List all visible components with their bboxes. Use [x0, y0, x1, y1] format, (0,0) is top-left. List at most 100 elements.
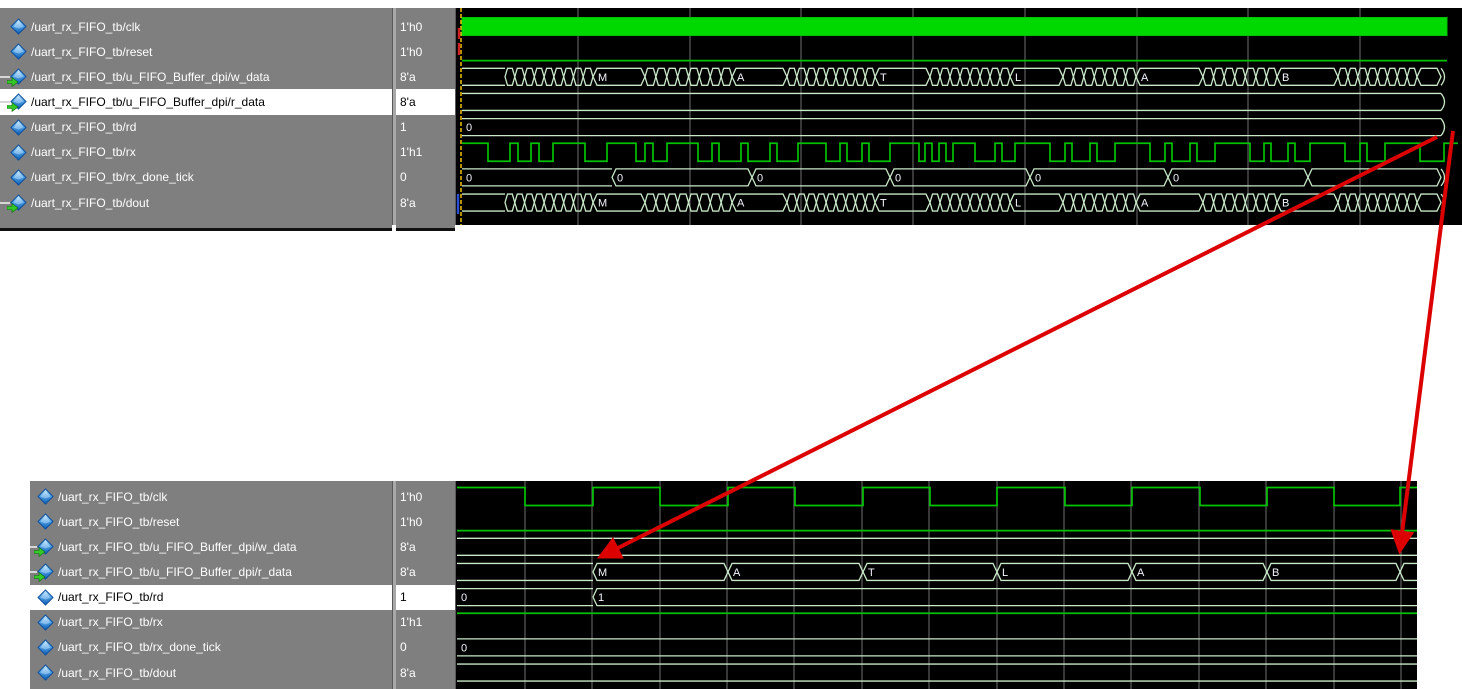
svg-text:0: 0 — [757, 172, 763, 184]
signal-value-cell[interactable]: 1 — [396, 584, 455, 610]
signal-value-cell[interactable]: 1'h0 — [396, 484, 455, 509]
signal-value-cell[interactable]: 8'a — [396, 559, 455, 584]
signal-name: /uart_rx_FIFO_tb/u_FIFO_Buffer_dpi/w_dat… — [58, 539, 297, 554]
signal-name: /uart_rx_FIFO_tb/reset — [58, 514, 180, 529]
tree-connector — [0, 100, 10, 103]
signal-row[interactable]: /uart_rx_FIFO_tb/u_FIFO_Buffer_dpi/w_dat… — [30, 534, 392, 559]
svg-text:L: L — [1002, 567, 1008, 579]
signal-value: 8'a — [400, 94, 416, 109]
signal-name: /uart_rx_FIFO_tb/rx — [31, 145, 136, 160]
signal-value: 1 — [400, 120, 407, 135]
signal-value-cell[interactable]: 1 — [396, 115, 455, 140]
signal-name: /uart_rx_FIFO_tb/rx_done_tick — [31, 170, 194, 185]
waveform-canvas-bottom[interactable]: M A T L A B 0 1 0 — [456, 481, 1417, 689]
signal-row[interactable]: /uart_rx_FIFO_tb/reset — [0, 39, 392, 64]
signal-row[interactable]: /uart_rx_FIFO_tb/rx_done_tick — [30, 635, 392, 660]
signal-diamond-icon — [37, 588, 54, 606]
svg-text:L: L — [1015, 198, 1021, 210]
signal-name: /uart_rx_FIFO_tb/u_FIFO_Buffer_dpi/r_dat… — [58, 564, 292, 579]
signal-row[interactable]: /uart_rx_FIFO_tb/rd — [0, 115, 392, 140]
signal-value-cell[interactable]: 0 — [396, 165, 455, 190]
signal-value-column: 1'h0 1'h0 8'a 8'a 1 1'h1 0 8'a — [396, 8, 455, 231]
signal-value-cell[interactable]: 1'h0 — [396, 509, 455, 534]
svg-text:B: B — [1282, 72, 1289, 84]
signal-diamond-icon — [7, 68, 27, 88]
signal-diamond-icon — [37, 614, 54, 631]
signal-diamond-icon — [37, 488, 54, 505]
signal-value-cell[interactable]: 1'h0 — [396, 39, 455, 64]
signal-name: /uart_rx_FIFO_tb/rx — [58, 615, 163, 630]
svg-text:B: B — [1282, 198, 1289, 210]
svg-text:L: L — [1015, 72, 1021, 84]
signal-value: 0 — [400, 170, 407, 185]
svg-text:0: 0 — [461, 592, 467, 604]
signal-name-column: /uart_rx_FIFO_tb/clk/uart_rx_FIFO_tb/res… — [30, 481, 392, 689]
io-direction-arrow-icon — [7, 77, 19, 88]
wave-panel-bottom: /uart_rx_FIFO_tb/clk/uart_rx_FIFO_tb/res… — [0, 481, 1462, 689]
waveform-canvas-top[interactable]: M A T L A B 0 0 0 0 0 0 0 M A T L A B — [456, 8, 1462, 225]
svg-text:B: B — [1272, 567, 1279, 579]
signal-row[interactable]: /uart_rx_FIFO_tb/rd — [30, 584, 392, 610]
signal-value: 1'h0 — [400, 19, 423, 34]
signal-row[interactable]: /uart_rx_FIFO_tb/dout — [0, 190, 392, 215]
signal-value: 8'a — [400, 539, 416, 554]
signal-name: /uart_rx_FIFO_tb/rx_done_tick — [58, 640, 221, 655]
signal-value-cell[interactable]: 1'h0 — [396, 14, 455, 39]
signal-value: 1 — [400, 590, 407, 605]
signal-row[interactable]: /uart_rx_FIFO_tb/rx — [30, 610, 392, 635]
signal-row[interactable]: /uart_rx_FIFO_tb/u_FIFO_Buffer_dpi/r_dat… — [0, 89, 392, 115]
svg-text:M: M — [598, 567, 607, 579]
signal-value: 8'a — [400, 69, 416, 84]
svg-text:0: 0 — [895, 172, 901, 184]
signal-diamond-icon — [10, 43, 27, 60]
signal-name: /uart_rx_FIFO_tb/rd — [58, 590, 164, 605]
svg-text:0: 0 — [617, 172, 623, 184]
signal-diamond-icon — [37, 664, 54, 681]
svg-text:A: A — [1141, 198, 1149, 210]
signal-diamond-icon — [10, 118, 27, 136]
svg-text:A: A — [733, 567, 741, 579]
signal-row[interactable]: /uart_rx_FIFO_tb/reset — [30, 509, 392, 534]
io-direction-arrow-icon — [34, 547, 46, 558]
signal-value-cell[interactable]: 8'a — [396, 64, 455, 89]
tree-connector — [0, 75, 10, 78]
signal-diamond-icon — [37, 513, 54, 530]
svg-text:M: M — [598, 72, 607, 84]
signal-value-cell[interactable]: 1'h1 — [396, 140, 455, 165]
svg-text:A: A — [1141, 72, 1149, 84]
io-direction-arrow-icon — [7, 102, 19, 113]
svg-text:0: 0 — [466, 172, 472, 184]
svg-text:T: T — [880, 72, 887, 84]
signal-value: 8'a — [400, 665, 416, 680]
signal-diamond-icon — [34, 538, 54, 558]
signal-diamond-icon — [10, 18, 27, 35]
tree-connector — [30, 570, 37, 573]
signal-value: 1'h0 — [400, 489, 423, 504]
svg-text:T: T — [868, 567, 875, 579]
signal-diamond-icon — [34, 563, 54, 583]
signal-value: 1'h0 — [400, 44, 423, 59]
svg-text:0: 0 — [1173, 172, 1179, 184]
svg-text:M: M — [598, 198, 607, 210]
signal-value-cell[interactable]: 8'a — [396, 89, 455, 115]
signal-row[interactable]: /uart_rx_FIFO_tb/clk — [0, 14, 392, 39]
signal-row[interactable]: /uart_rx_FIFO_tb/clk — [30, 484, 392, 509]
signal-value-cell[interactable]: 8'a — [396, 660, 455, 685]
signal-value-cell[interactable]: 8'a — [396, 190, 455, 215]
svg-text:T: T — [880, 198, 887, 210]
signal-diamond-icon — [10, 169, 27, 186]
signal-name-column: /uart_rx_FIFO_tb/clk/uart_rx_FIFO_tb/res… — [0, 8, 392, 231]
signal-row[interactable]: /uart_rx_FIFO_tb/rx_done_tick — [0, 165, 392, 190]
wave-panel-top: /uart_rx_FIFO_tb/clk/uart_rx_FIFO_tb/res… — [0, 8, 1462, 231]
signal-row[interactable]: /uart_rx_FIFO_tb/u_FIFO_Buffer_dpi/r_dat… — [30, 559, 392, 584]
signal-row[interactable]: /uart_rx_FIFO_tb/rx — [0, 140, 392, 165]
signal-row[interactable]: /uart_rx_FIFO_tb/u_FIFO_Buffer_dpi/w_dat… — [0, 64, 392, 89]
svg-text:A: A — [737, 198, 745, 210]
svg-text:0: 0 — [1035, 172, 1041, 184]
signal-name: /uart_rx_FIFO_tb/u_FIFO_Buffer_dpi/r_dat… — [31, 94, 265, 109]
signal-value-cell[interactable]: 1'h1 — [396, 610, 455, 635]
signal-row[interactable]: /uart_rx_FIFO_tb/dout — [30, 660, 392, 685]
signal-name: /uart_rx_FIFO_tb/reset — [31, 44, 153, 59]
signal-value-cell[interactable]: 8'a — [396, 534, 455, 559]
signal-value-cell[interactable]: 0 — [396, 635, 455, 660]
